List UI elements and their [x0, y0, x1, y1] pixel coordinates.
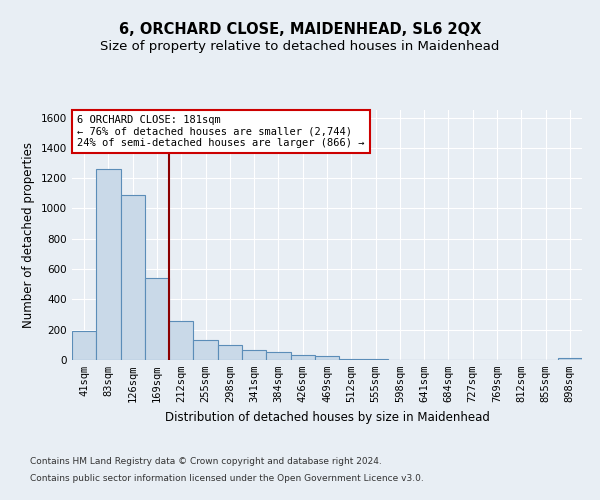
Bar [315, 356, 339, 360]
Bar [558, 358, 582, 360]
Text: Contains public sector information licensed under the Open Government Licence v3: Contains public sector information licen… [30, 474, 424, 483]
Text: 6, ORCHARD CLOSE, MAIDENHEAD, SL6 2QX: 6, ORCHARD CLOSE, MAIDENHEAD, SL6 2QX [119, 22, 481, 38]
Bar [339, 359, 364, 360]
Text: 6 ORCHARD CLOSE: 181sqm
← 76% of detached houses are smaller (2,744)
24% of semi: 6 ORCHARD CLOSE: 181sqm ← 76% of detache… [77, 115, 365, 148]
Bar [290, 356, 315, 360]
Bar [193, 340, 218, 360]
Bar [266, 352, 290, 360]
Bar [169, 322, 193, 360]
Y-axis label: Number of detached properties: Number of detached properties [22, 142, 35, 328]
Text: Size of property relative to detached houses in Maidenhead: Size of property relative to detached ho… [100, 40, 500, 53]
Bar [242, 350, 266, 360]
Bar [72, 331, 96, 360]
Text: Contains HM Land Registry data © Crown copyright and database right 2024.: Contains HM Land Registry data © Crown c… [30, 458, 382, 466]
Bar [121, 195, 145, 360]
Bar [364, 359, 388, 360]
Bar [145, 278, 169, 360]
Bar [218, 345, 242, 360]
X-axis label: Distribution of detached houses by size in Maidenhead: Distribution of detached houses by size … [164, 410, 490, 424]
Bar [96, 169, 121, 360]
